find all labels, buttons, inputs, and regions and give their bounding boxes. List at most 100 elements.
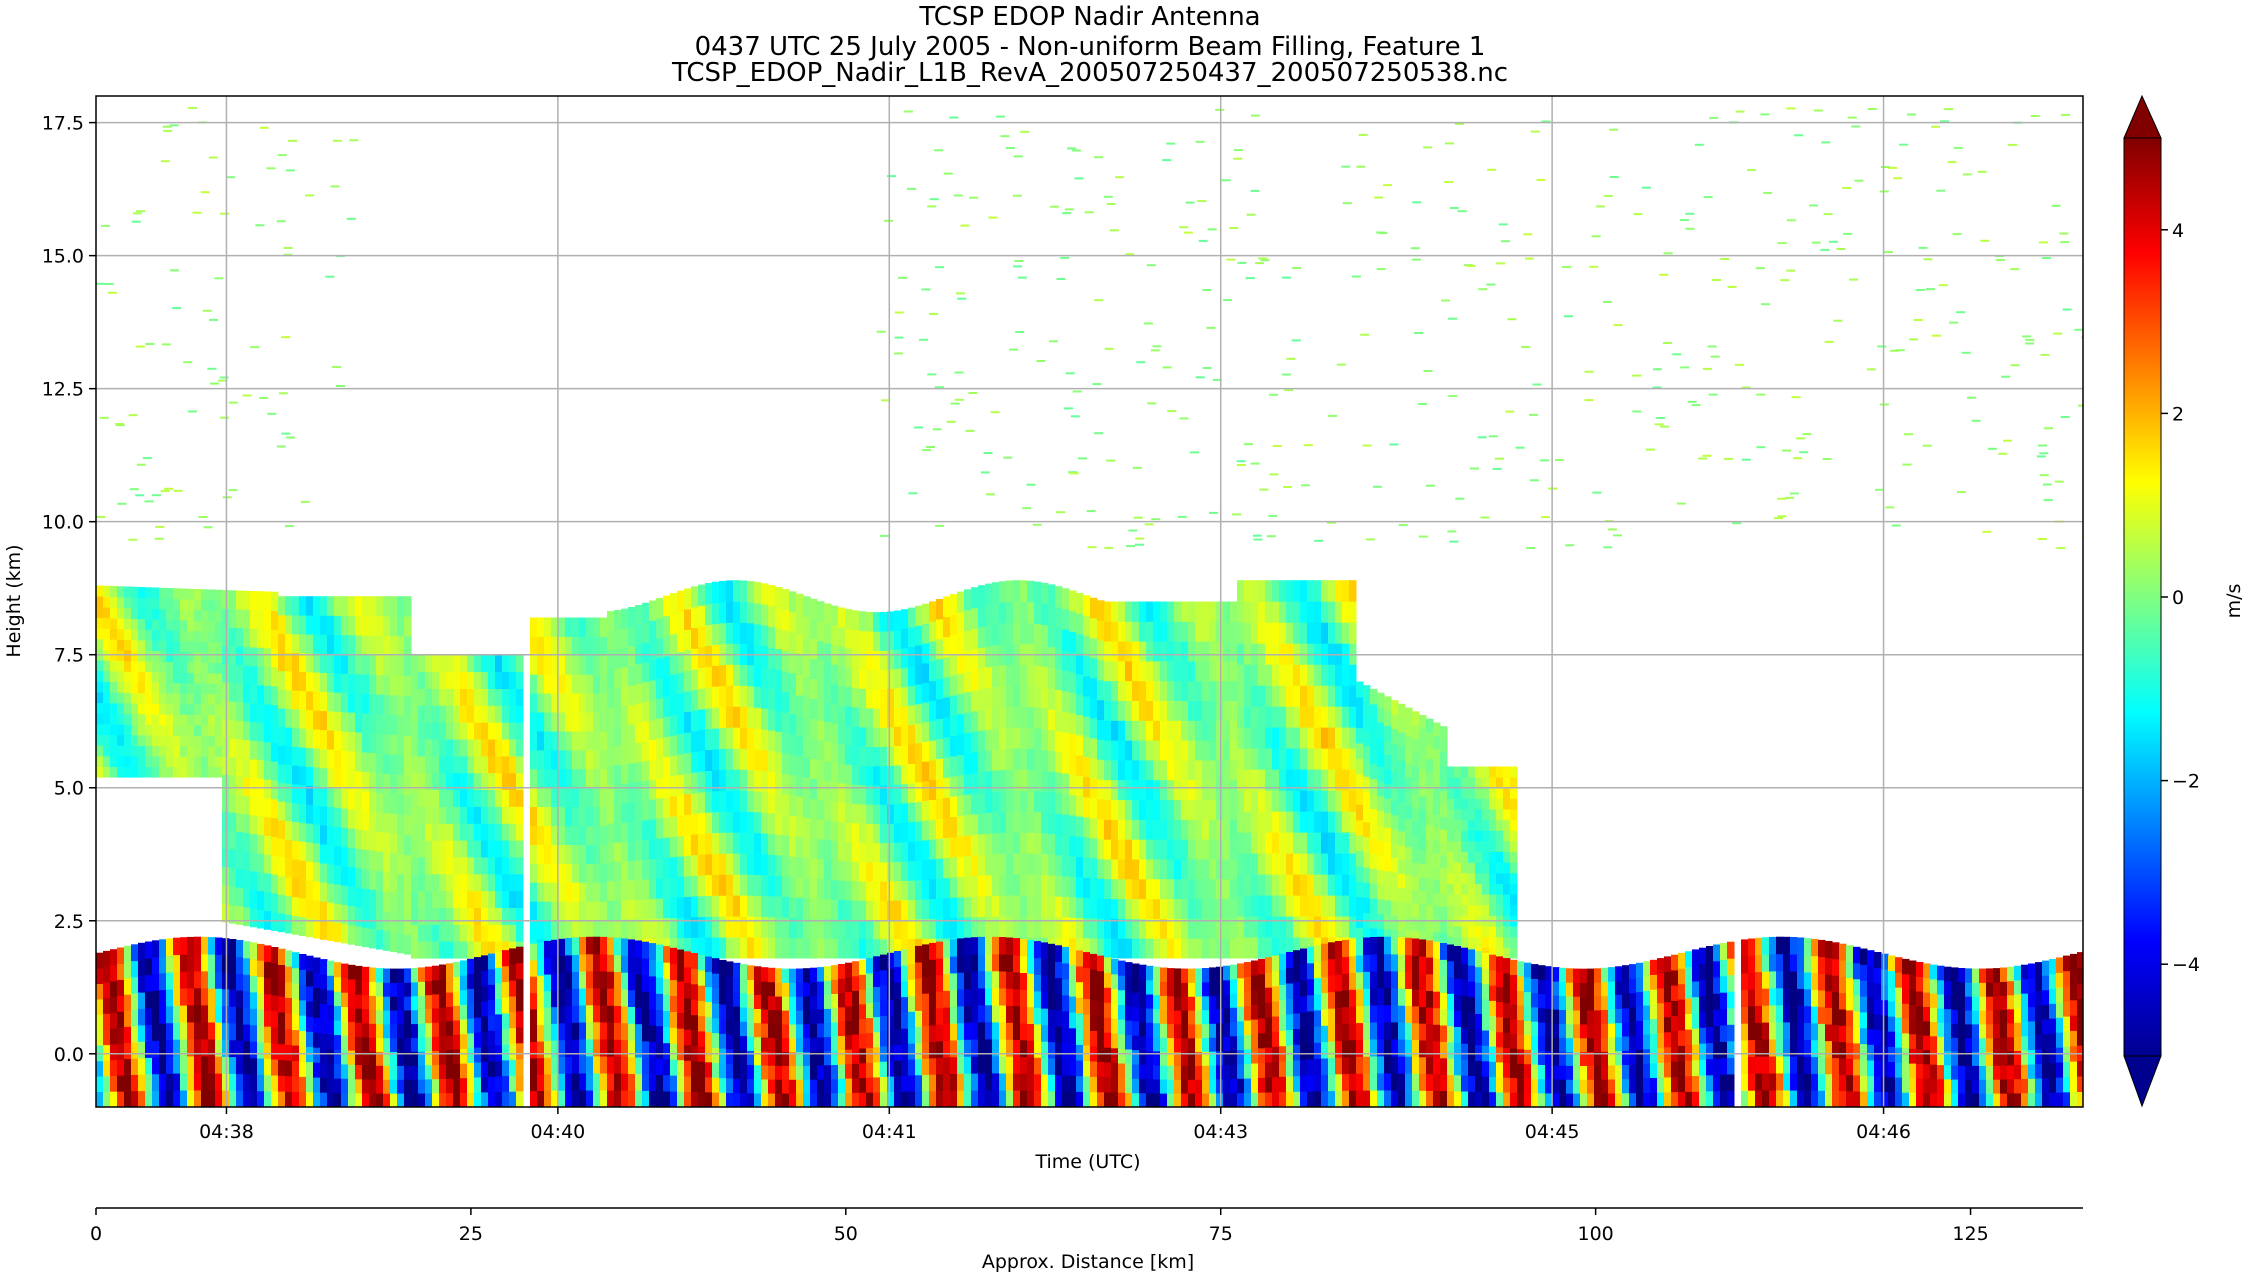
field-cell (1321, 943, 1329, 961)
field-cell (355, 887, 363, 908)
field-cell (950, 816, 958, 838)
field-cell (677, 815, 685, 837)
field-cell (285, 1075, 293, 1092)
field-cell (432, 1022, 440, 1037)
field-cell (1013, 1022, 1021, 1040)
field-cell (1328, 874, 1336, 896)
field-cell (663, 978, 671, 995)
field-cell (922, 780, 930, 801)
field-cell (418, 1079, 426, 1094)
field-cell (96, 692, 104, 704)
field-cell (670, 836, 678, 858)
field-cell (838, 782, 846, 803)
field-cell (719, 664, 727, 687)
field-cell (810, 598, 818, 620)
field-cell (1181, 1093, 1189, 1107)
field-cell (264, 891, 272, 912)
field-cell (292, 633, 300, 653)
field-cell (740, 790, 748, 812)
field-cell (117, 586, 125, 598)
field-cell (117, 692, 125, 704)
field-cell (208, 1005, 216, 1023)
field-cell (572, 937, 580, 955)
field-cell (488, 705, 496, 723)
field-cell (299, 841, 307, 861)
field-cell (145, 1024, 153, 1042)
field-cell (474, 739, 482, 757)
field-cell (138, 1074, 146, 1092)
field-cell (929, 660, 937, 682)
field-cell (187, 987, 195, 1006)
field-cell (187, 756, 195, 768)
field-cell (635, 940, 643, 958)
field-cell (1300, 937, 1308, 959)
field-cell (460, 654, 468, 673)
field-cell (978, 750, 986, 773)
field-cell (1055, 875, 1063, 897)
field-cell (1167, 660, 1175, 682)
field-cell (271, 892, 279, 913)
field-cell (992, 895, 1000, 917)
field-cell (299, 1076, 307, 1093)
field-cell (901, 949, 909, 966)
field-cell (572, 825, 580, 845)
field-cell (544, 844, 552, 864)
field-cell (796, 836, 804, 858)
field-cell (607, 1073, 615, 1091)
field-cell (782, 835, 790, 856)
field-cell (887, 630, 895, 651)
field-cell (348, 1035, 356, 1051)
field-cell (915, 723, 923, 744)
field-cell (1097, 620, 1105, 641)
field-cell (411, 1009, 419, 1025)
field-cell (320, 1062, 328, 1078)
field-cell (201, 714, 209, 726)
field-cell (852, 745, 860, 766)
field-cell (740, 1092, 748, 1107)
field-cell (915, 703, 923, 724)
field-cell (670, 1011, 678, 1028)
field-cell (831, 703, 839, 724)
field-cell (117, 755, 125, 767)
field-cell (439, 924, 447, 942)
field-cell (992, 1055, 1000, 1074)
field-cell (1307, 946, 1315, 964)
field-cell (1223, 779, 1231, 801)
field-cell (292, 1029, 300, 1046)
field-cell (1048, 625, 1056, 648)
field-cell (1125, 1005, 1133, 1021)
field-cell (1125, 898, 1133, 919)
field-cell (1265, 1017, 1273, 1033)
field-cell (271, 723, 279, 743)
field-cell (866, 650, 874, 671)
field-cell (1076, 856, 1084, 878)
field-cell (1125, 759, 1133, 781)
field-cell (593, 731, 601, 751)
field-cell (1321, 916, 1329, 938)
field-cell (110, 1043, 118, 1061)
field-cell (544, 1073, 552, 1091)
field-cell (376, 1065, 384, 1080)
field-cell (663, 1026, 671, 1044)
field-cell (348, 847, 356, 868)
field-cell (1062, 1059, 1070, 1076)
field-cell (1111, 1018, 1119, 1034)
field-cell (1055, 1042, 1063, 1059)
field-cell (1027, 990, 1035, 1008)
field-cell (1146, 994, 1154, 1009)
field-cell (1139, 898, 1147, 919)
field-cell (586, 674, 594, 694)
field-cell (236, 1073, 244, 1091)
field-cell (1251, 975, 1259, 991)
field-cell (1223, 859, 1231, 880)
field-cell (614, 1090, 622, 1107)
field-cell (775, 751, 783, 773)
field-cell (775, 937, 783, 959)
field-cell (852, 822, 860, 843)
field-cell (306, 823, 314, 843)
field-cell (425, 1093, 433, 1107)
field-cell (96, 702, 104, 714)
field-cell (1307, 727, 1315, 749)
field-cell (859, 1003, 867, 1020)
field-cell (705, 986, 713, 1003)
